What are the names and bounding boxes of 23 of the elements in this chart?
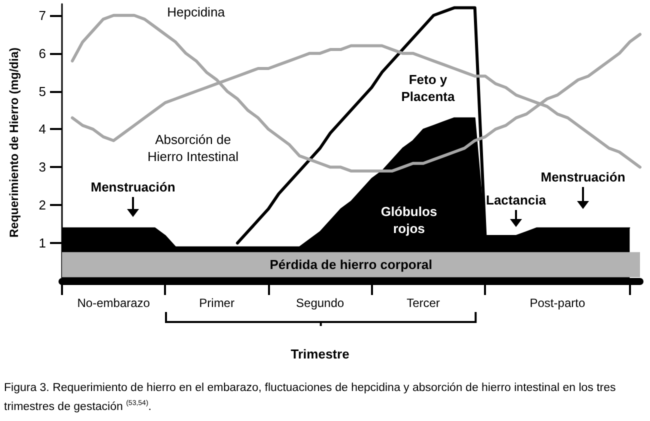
annotation: Glóbulos rojos: [380, 204, 438, 236]
y-tick-label: 5: [38, 84, 46, 99]
band-label: Pérdida de hierro corporal: [270, 257, 432, 272]
y-tick-label: 2: [38, 198, 46, 213]
annotation: Menstruación: [540, 170, 626, 184]
x-axis-title: Trimestre: [290, 346, 350, 362]
y-tick-label: 4: [38, 122, 46, 137]
y-axis-title: Requerimiento de Hierro (mg/dia): [7, 47, 21, 238]
x-tick-label: No-embarazo: [77, 296, 150, 310]
annotation: Absorción de Hierro Intestinal: [147, 132, 239, 164]
y-tick-label: 6: [38, 46, 46, 61]
annotation: Hepcidina: [167, 4, 226, 20]
annotation: Lactancia: [486, 192, 547, 208]
x-tick-label: Primer: [199, 296, 234, 310]
annotation: Feto y Placenta: [401, 72, 456, 104]
text: Figura 3. Requerimiento de hierro en el embarazo, fluctuaciones de hepcidina y absorción de hierro intestinal en los tres trimestres de gestación $^{(53,54)}$.: [4, 381, 617, 415]
x-tick-label: Tercer: [406, 296, 440, 310]
annotation: Menstruación: [90, 180, 176, 194]
x-tick-label: Post-parto: [530, 296, 586, 310]
y-tick-label: 7: [38, 8, 46, 23]
y-tick-label: 1: [38, 236, 46, 251]
x-tick-label: Segundo: [296, 296, 344, 310]
y-tick-label: 3: [38, 160, 46, 175]
